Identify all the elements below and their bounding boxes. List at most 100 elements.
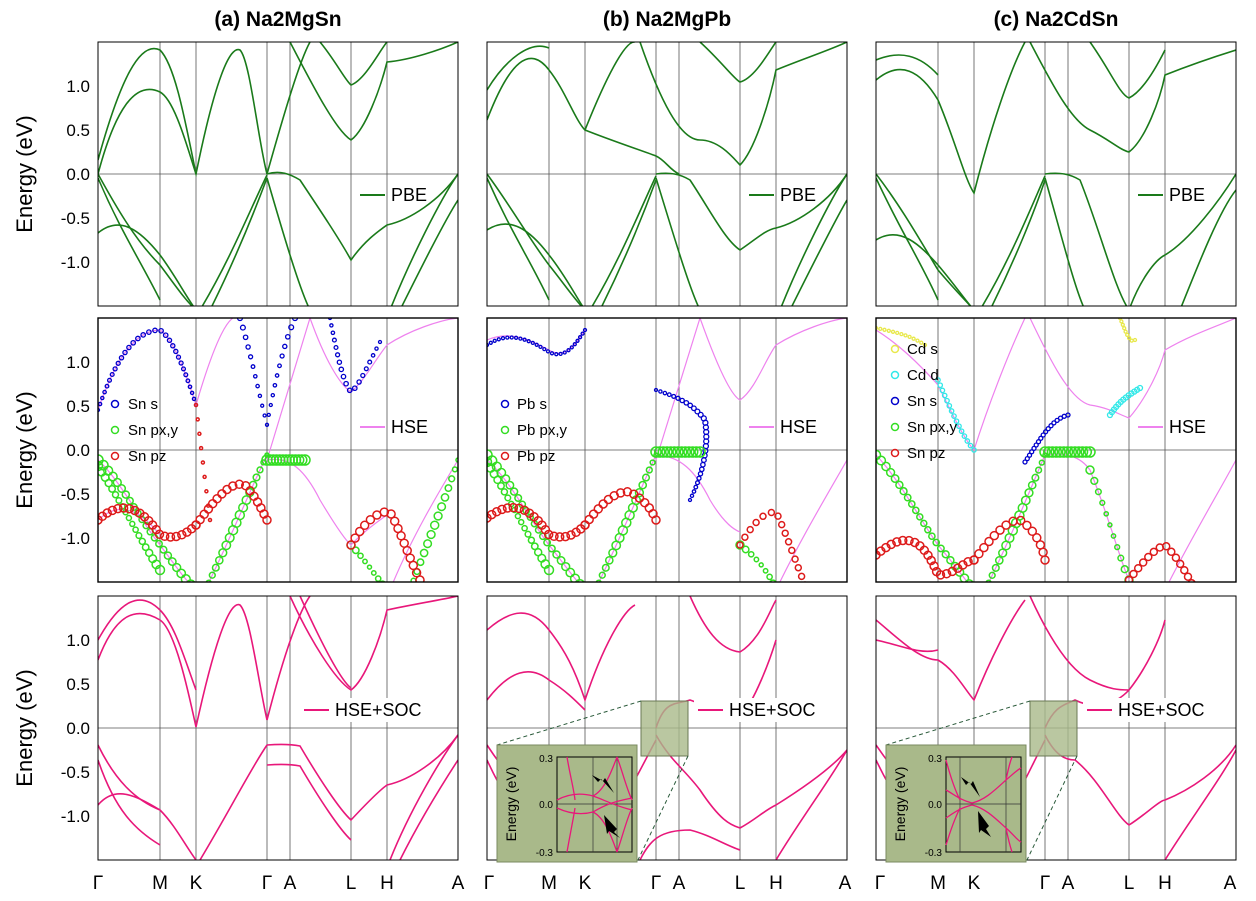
projection-marker xyxy=(562,350,567,355)
projection-marker xyxy=(753,556,760,563)
projection-marker xyxy=(552,550,561,559)
projection-marker xyxy=(1027,480,1037,490)
projection-marker xyxy=(370,353,376,358)
projection-marker xyxy=(604,555,614,565)
ytick: -1.0 xyxy=(61,807,90,826)
projection-marker xyxy=(517,518,525,526)
projection-marker xyxy=(959,573,970,582)
projection-marker xyxy=(1129,338,1134,343)
projection-marker xyxy=(622,487,633,497)
legend-label-soc: HSE+SOC xyxy=(335,700,422,720)
projection-marker xyxy=(784,538,793,546)
projection-marker xyxy=(113,503,123,514)
projection-marker xyxy=(886,539,896,550)
projection-marker xyxy=(415,575,425,582)
projection-marker xyxy=(186,579,196,582)
projection-marker xyxy=(741,533,749,541)
projection-marker xyxy=(641,473,651,482)
projection-marker xyxy=(214,555,224,565)
ytick: -0.5 xyxy=(61,209,90,228)
projection-marker xyxy=(1032,533,1042,543)
xtick: A xyxy=(1224,873,1237,894)
projection-marker xyxy=(207,517,213,523)
projection-marker xyxy=(651,515,661,525)
inset-b: 0.3 0.0 -0.3 Energy (eV) xyxy=(496,744,638,863)
projection-marker xyxy=(1027,526,1038,537)
panel-b-soc: HSE+SOC 0.3 0.0 -0.3 Energy (e xyxy=(486,595,848,863)
projection-marker xyxy=(747,550,755,558)
projection-marker xyxy=(694,446,706,458)
projection-marker xyxy=(967,442,974,449)
projection-marker xyxy=(129,520,136,528)
projection-marker xyxy=(907,500,916,508)
projection-marker xyxy=(211,563,220,572)
projection-marker xyxy=(964,438,971,444)
projection-marker xyxy=(330,330,336,336)
projection-marker xyxy=(296,454,308,466)
legend-label: Pb px,y xyxy=(517,422,568,439)
projection-marker xyxy=(781,529,789,537)
projection-marker xyxy=(245,344,251,350)
projection-marker xyxy=(777,520,786,529)
projection-marker xyxy=(236,318,244,322)
projection-marker xyxy=(363,366,369,372)
x-ticks-c: Γ M K Γ A L H A xyxy=(875,873,1237,894)
projection-marker xyxy=(354,526,365,537)
projection-marker xyxy=(649,459,656,466)
panel-frame xyxy=(486,317,848,583)
projection-marker xyxy=(370,569,377,576)
projection-marker xyxy=(509,487,519,496)
projection-marker xyxy=(437,502,447,512)
projection-marker xyxy=(264,422,270,427)
projection-marker xyxy=(922,342,928,348)
projection-marker xyxy=(696,475,702,481)
projection-marker xyxy=(106,377,113,383)
projection-marker xyxy=(1065,446,1078,458)
pb-pz-markers xyxy=(487,487,808,582)
projection-marker xyxy=(1133,563,1143,573)
projection-marker xyxy=(1073,446,1085,458)
projection-marker xyxy=(284,333,291,340)
xtick: M xyxy=(152,873,168,894)
projection-marker xyxy=(885,467,896,478)
projection-marker xyxy=(514,512,522,520)
inset-ytick: 0.0 xyxy=(539,800,553,811)
panel-frame xyxy=(97,317,459,583)
projection-marker xyxy=(217,489,227,499)
projection-marker xyxy=(166,337,173,344)
projection-marker xyxy=(948,408,955,414)
projection-marker xyxy=(554,352,559,357)
xtick: M xyxy=(930,873,946,894)
panel-grid xyxy=(487,318,847,582)
projection-marker xyxy=(1136,384,1144,392)
projection-marker xyxy=(1022,520,1032,531)
projection-marker xyxy=(121,490,131,499)
soc-bands xyxy=(98,596,458,860)
projection-marker xyxy=(500,488,509,496)
projection-marker xyxy=(173,348,179,355)
projection-marker xyxy=(964,579,974,582)
projection-marker xyxy=(241,495,252,506)
projection-marker xyxy=(658,389,663,394)
projection-marker xyxy=(416,558,425,567)
projection-marker xyxy=(170,343,176,349)
inset-ytick: 0.0 xyxy=(928,800,942,811)
projection-marker xyxy=(961,433,968,439)
ytick: 0.0 xyxy=(66,165,90,184)
projection-marker xyxy=(1120,322,1125,327)
projection-marker xyxy=(118,503,129,513)
y-ticks-row2: 1.0 0.5 0.0 -0.5 -1.0 xyxy=(61,353,90,548)
projection-marker xyxy=(1069,446,1081,458)
projection-marker xyxy=(104,383,110,389)
projection-marker xyxy=(1024,488,1034,498)
projection-marker xyxy=(634,493,645,503)
projection-marker xyxy=(794,563,803,572)
y-axis-title-row2: Energy (eV) xyxy=(12,391,37,508)
projection-marker xyxy=(549,351,555,356)
projection-marker xyxy=(890,329,896,334)
projection-marker xyxy=(228,481,238,491)
projection-marker xyxy=(130,505,140,516)
projection-marker xyxy=(1080,446,1093,458)
panel-frame xyxy=(97,595,459,861)
